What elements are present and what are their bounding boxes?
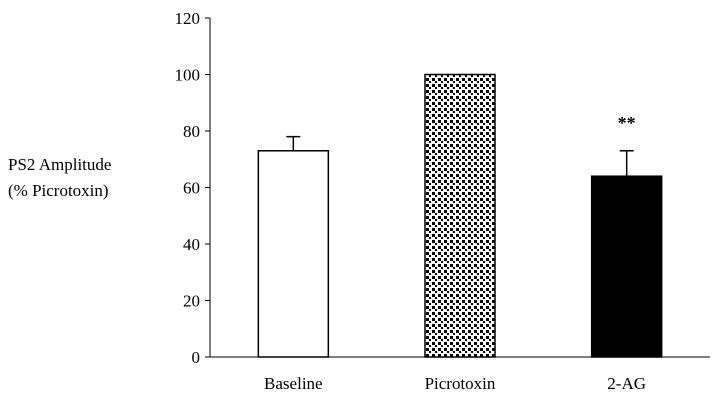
y-tick-label-1: 20 (183, 292, 200, 311)
y-axis-label-line-1: PS2 Amplitude (8, 155, 112, 174)
y-tick-label-6: 120 (175, 9, 201, 28)
x-tick-label-1: Picrotoxin (425, 374, 496, 393)
bars (257, 73, 663, 358)
y-tick-label-0: 0 (192, 348, 201, 367)
x-tick-label-0: Baseline (264, 374, 323, 393)
significance-annotation-2: ** (618, 113, 636, 133)
y-tick-label-4: 80 (183, 122, 200, 141)
labels: 0 20 40 60 80 100 120 Baseline Picrotoxin ** 2-AG (175, 9, 647, 393)
bar-2-ag (590, 175, 663, 358)
y-tick-label-5: 100 (175, 66, 201, 85)
bar-picrotoxin (424, 73, 496, 358)
bar-baseline (257, 150, 330, 358)
y-tick-label-3: 60 (183, 179, 200, 198)
x-tick-label-2: 2-AG (607, 374, 646, 393)
y-axis-label-line-2: (% Picrotoxin) (8, 181, 109, 200)
y-axis-label: PS2 Amplitude (% Picrotoxin) (8, 152, 158, 204)
y-tick-label-2: 40 (183, 235, 200, 254)
